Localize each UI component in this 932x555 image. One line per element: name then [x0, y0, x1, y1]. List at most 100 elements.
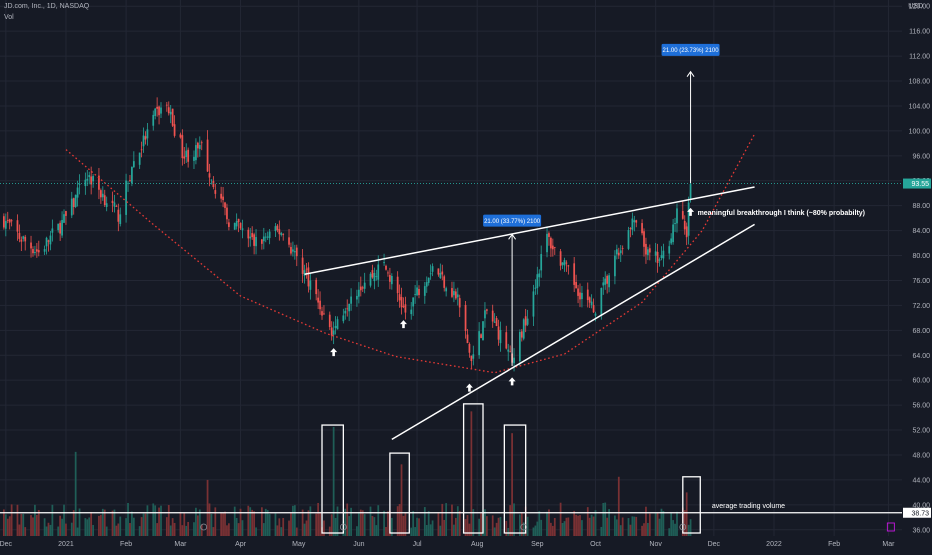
- candle-2021-03-12[interactable]: [200, 142, 203, 144]
- candle-2021-10-29[interactable]: [648, 248, 651, 253]
- candle-2021-05-26[interactable]: [346, 308, 349, 310]
- candle-2021-01-11[interactable]: [84, 179, 87, 187]
- candle-2021-02-01[interactable]: [125, 180, 127, 215]
- candle-2021-10-13[interactable]: [617, 252, 620, 256]
- candle-2021-07-13[interactable]: [439, 272, 442, 279]
- candle-2021-11-05[interactable]: [662, 250, 665, 259]
- candle-2021-07-16[interactable]: [445, 288, 448, 292]
- candle-2021-02-17[interactable]: [156, 106, 158, 109]
- candle-2020-12-03[interactable]: [8, 219, 11, 223]
- candle-2021-07-22[interactable]: [456, 294, 459, 298]
- candle-2021-03-03[interactable]: [183, 156, 186, 159]
- candle-2021-10-20[interactable]: [631, 218, 634, 230]
- candle-2021-01-04[interactable]: [70, 198, 73, 216]
- candle-2021-10-06[interactable]: [604, 278, 607, 285]
- candle-2021-11-01[interactable]: [654, 251, 657, 256]
- candle-2021-06-25[interactable]: [404, 304, 407, 313]
- candle-2021-01-05[interactable]: [72, 198, 75, 207]
- candle-2021-09-30[interactable]: [592, 305, 595, 313]
- candle-2021-07-12[interactable]: [437, 268, 440, 275]
- candle-2021-01-21[interactable]: [103, 195, 106, 205]
- candle-2021-03-26[interactable]: [228, 222, 230, 227]
- candle-2021-04-16[interactable]: [268, 231, 271, 239]
- candle-2021-05-12[interactable]: [319, 300, 321, 310]
- candle-2021-11-17[interactable]: [685, 226, 688, 238]
- earnings-marker-icon[interactable]: [200, 523, 208, 531]
- candle-2021-04-01[interactable]: [239, 222, 242, 229]
- candle-2021-09-27[interactable]: [586, 289, 589, 301]
- candle-2021-09-01[interactable]: [536, 274, 539, 289]
- candle-2021-03-04[interactable]: [185, 150, 188, 158]
- candle-2021-09-28[interactable]: [588, 297, 591, 303]
- candle-2021-04-20[interactable]: [276, 225, 279, 231]
- candle-2021-08-18[interactable]: [509, 351, 512, 353]
- candle-2021-05-10[interactable]: [315, 279, 318, 295]
- candle-2021-09-03[interactable]: [540, 254, 543, 271]
- candle-2021-05-21[interactable]: [336, 319, 339, 330]
- candle-2021-09-08[interactable]: [550, 237, 552, 249]
- candle-2021-09-06[interactable]: [546, 233, 548, 253]
- candle-2021-04-15[interactable]: [266, 236, 269, 238]
- candle-2021-07-21[interactable]: [454, 291, 457, 299]
- candle-2021-06-07[interactable]: [369, 273, 372, 286]
- candle-2021-11-09[interactable]: [670, 238, 673, 244]
- candle-2021-11-04[interactable]: [660, 255, 663, 258]
- candle-2021-11-18[interactable]: [687, 202, 690, 236]
- candle-2021-01-08[interactable]: [78, 184, 81, 185]
- candle-2020-12-29[interactable]: [59, 222, 62, 234]
- candle-2021-06-09[interactable]: [373, 273, 376, 282]
- candle-2021-01-14[interactable]: [90, 176, 93, 185]
- candle-2021-02-23[interactable]: [167, 107, 170, 114]
- candle-2021-02-26[interactable]: [173, 124, 176, 136]
- candle-2021-03-02[interactable]: [181, 135, 184, 159]
- earnings-marker-icon[interactable]: [339, 523, 347, 531]
- candle-2021-02-18[interactable]: [158, 106, 160, 116]
- candle-2021-08-17[interactable]: [507, 349, 510, 352]
- candle-2020-12-25[interactable]: [51, 228, 54, 233]
- candle-2021-02-24[interactable]: [169, 111, 172, 115]
- candle-2021-01-15[interactable]: [92, 176, 94, 182]
- candle-2021-10-19[interactable]: [629, 228, 632, 230]
- candle-2021-08-11[interactable]: [495, 318, 498, 327]
- candle-2020-12-21[interactable]: [43, 249, 46, 252]
- candle-2021-11-03[interactable]: [658, 259, 661, 261]
- candle-2021-07-28[interactable]: [468, 343, 471, 353]
- candle-2021-04-09[interactable]: [255, 237, 257, 247]
- candle-2021-06-28[interactable]: [410, 309, 413, 315]
- candle-2021-03-01[interactable]: [179, 134, 182, 138]
- candle-2021-09-13[interactable]: [559, 251, 562, 266]
- candle-2020-12-18[interactable]: [37, 250, 40, 253]
- candle-2021-09-21[interactable]: [575, 282, 577, 289]
- candle-2021-06-29[interactable]: [412, 297, 415, 307]
- candle-2021-10-01[interactable]: [594, 313, 597, 316]
- candle-2021-03-11[interactable]: [198, 145, 201, 149]
- candle-2021-09-02[interactable]: [538, 273, 541, 278]
- candle-2021-11-02[interactable]: [656, 251, 659, 263]
- candle-2021-07-05[interactable]: [423, 286, 426, 296]
- candle-2021-04-19[interactable]: [274, 226, 277, 232]
- candle-2021-05-19[interactable]: [332, 330, 335, 335]
- candle-2021-02-25[interactable]: [171, 108, 174, 126]
- candle-2021-04-13[interactable]: [262, 236, 265, 242]
- candle-2020-12-17[interactable]: [35, 249, 38, 252]
- candle-2021-04-07[interactable]: [251, 233, 254, 238]
- candle-2021-06-01[interactable]: [357, 289, 360, 297]
- candle-2021-02-09[interactable]: [140, 149, 143, 151]
- candle-2021-05-28[interactable]: [350, 296, 352, 304]
- candle-2021-06-10[interactable]: [375, 276, 378, 277]
- candle-2020-11-30[interactable]: [3, 216, 5, 228]
- candle-2020-12-30[interactable]: [61, 219, 63, 236]
- candle-2020-12-23[interactable]: [47, 240, 50, 242]
- candle-2021-06-24[interactable]: [402, 306, 405, 308]
- candle-2020-12-16[interactable]: [34, 252, 36, 253]
- candle-2021-09-15[interactable]: [563, 260, 566, 266]
- candle-2021-08-24[interactable]: [520, 331, 523, 338]
- candle-2020-12-02[interactable]: [6, 220, 9, 221]
- candle-2021-10-25[interactable]: [641, 223, 643, 234]
- candle-2021-07-20[interactable]: [453, 291, 455, 296]
- candle-2021-04-05[interactable]: [247, 229, 250, 239]
- candle-2020-12-10[interactable]: [22, 236, 25, 239]
- candle-2020-12-24[interactable]: [49, 235, 52, 245]
